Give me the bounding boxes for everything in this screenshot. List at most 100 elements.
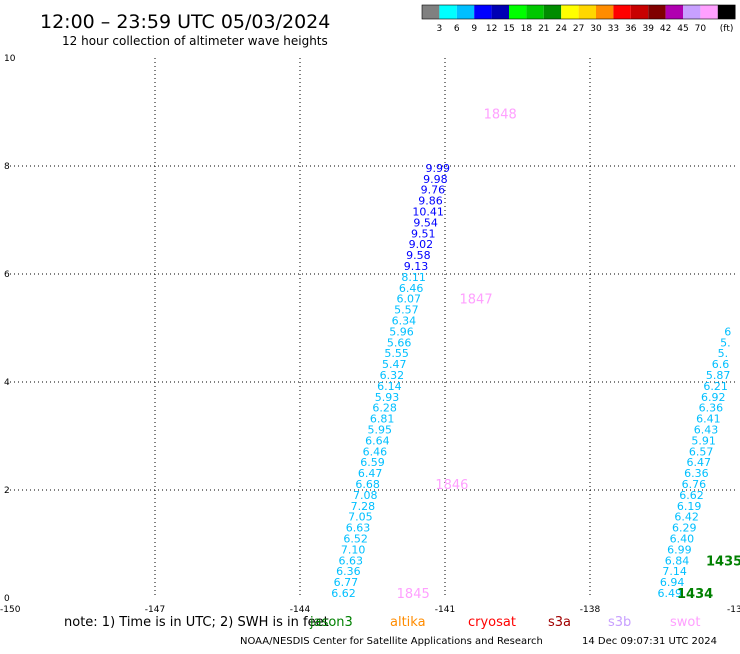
legend-swatch	[526, 5, 544, 19]
legend-frame	[421, 4, 736, 20]
legend-tick-label: 27	[573, 24, 584, 34]
axis-labels: -150 -147 -144 -141 -138 -135 0 2 4 6 8 10	[0, 54, 740, 615]
swh-value-label: 5.91	[691, 434, 716, 447]
y-tick-label: 4	[4, 378, 10, 388]
legend-tick-label: 70	[695, 24, 707, 34]
swh-value-label: 6.43	[694, 424, 719, 437]
legend-swatch	[474, 5, 492, 19]
swh-value-label: 6.52	[343, 533, 368, 546]
x-tick-label: -147	[145, 605, 165, 615]
swh-value-label: 6.28	[372, 402, 397, 415]
y-tick-label: 10	[4, 54, 16, 64]
swh-value-label: 8.11	[401, 271, 426, 284]
chart-title: 12:00 – 23:59 UTC 05/03/2024	[40, 11, 330, 33]
swh-value-label: 7.28	[351, 500, 376, 513]
swh-value-label: 5.47	[382, 358, 407, 371]
x-tick-label: -150	[0, 605, 21, 615]
swh-value-label: 6.07	[397, 293, 422, 306]
legend-swatch	[543, 5, 562, 19]
legend-swatch	[717, 5, 736, 19]
swh-value-label: 6.77	[334, 576, 359, 589]
pass-time-label: 1848	[484, 107, 517, 122]
footer-note: note: 1) Time is in UTC; 2) SWH is in fe…	[64, 615, 329, 630]
satellite-name-s3b: s3b	[608, 615, 631, 630]
y-tick-label: 0	[4, 594, 10, 604]
pass-time-label: 1846	[435, 478, 468, 493]
legend-swatch	[439, 5, 457, 19]
legend-swatch	[613, 5, 631, 19]
swh-value-label: 6.64	[365, 434, 390, 447]
legend-tick-label: 30	[590, 24, 602, 34]
legend-tick-label: 15	[503, 24, 514, 34]
legend-swatch	[665, 5, 683, 19]
swh-value-label: 5.93	[375, 391, 400, 404]
legend-swatch	[422, 5, 440, 19]
legend-tick-label: 3	[437, 24, 443, 34]
legend-swatch	[596, 5, 614, 19]
legend-swatch	[700, 5, 718, 19]
legend-swatch	[509, 5, 527, 19]
swh-value-label: 6.63	[339, 554, 364, 567]
swh-value-label: 6.62	[679, 489, 704, 502]
swh-value-label: 5.55	[384, 347, 409, 360]
swh-value-label: 6.6	[712, 358, 730, 371]
legend-tick-label: 21	[538, 24, 549, 34]
swh-value-label: 7.14	[662, 565, 687, 578]
satellite-name-swot: swot	[670, 615, 700, 630]
pass-time-label: 1845	[397, 587, 430, 602]
legend-swatch	[630, 5, 649, 19]
time-labels: 1845 1846 1847 1848 1434 1435	[397, 107, 740, 602]
legend-swatch	[578, 5, 596, 19]
swh-value-label: 9.86	[418, 195, 443, 208]
swh-value-label: 5.66	[387, 336, 412, 349]
swh-value-label: 6	[724, 325, 731, 338]
footer-credit: NOAA/NESDIS Center for Satellite Applica…	[240, 636, 543, 647]
legend-tick-label: 6	[454, 24, 460, 34]
legend-swatch	[561, 5, 579, 19]
color-legend: 3 6 9 12 15 18 21 24 27 30 33 36 39 42 45 70 (ft)	[421, 4, 736, 34]
legend-tick-label: 12	[486, 24, 497, 34]
swh-value-label: 6.47	[358, 467, 383, 480]
legend-tick-label: 39	[642, 24, 654, 34]
swh-value-label: 10.41	[412, 206, 444, 219]
x-tick-label: -135	[727, 605, 740, 615]
legend-tick-label: 42	[660, 24, 671, 34]
legend-swatch	[683, 5, 701, 19]
swh-value-label: 9.58	[406, 249, 431, 262]
swh-value-label: 6.14	[377, 380, 402, 393]
swh-value-label: 6.40	[670, 533, 695, 546]
swh-value-label: 6.46	[363, 445, 388, 458]
y-tick-label: 2	[4, 486, 10, 496]
footer-timestamp: 14 Dec 09:07:31 UTC 2024	[582, 636, 717, 647]
x-tick-label: -141	[435, 605, 455, 615]
swh-value-label: 6.76	[682, 478, 707, 491]
swh-value-label: 9.98	[423, 173, 448, 186]
swh-value-label: 6.81	[370, 413, 395, 426]
satellite-name-cryosat: cryosat	[468, 615, 516, 630]
swh-value-label: 6.19	[677, 500, 702, 513]
swh-value-label: 6.63	[346, 522, 371, 535]
swh-value-label: 6.36	[336, 565, 361, 578]
swh-value-label: 5.	[718, 347, 729, 360]
plot-grid	[10, 58, 735, 598]
swh-value-label: 9.51	[411, 227, 436, 240]
swh-value-label: 6.42	[674, 511, 699, 524]
swh-value-label: 9.76	[421, 184, 446, 197]
swh-value-label: 6.68	[355, 478, 380, 491]
swh-value-label: 9.54	[413, 216, 438, 229]
swh-value-label: 5.	[720, 336, 731, 349]
satellite-name-altika: altika	[390, 615, 426, 630]
legend-tick-label: 9	[471, 24, 477, 34]
swh-value-label: 6.41	[696, 413, 721, 426]
pass-time-label: 1435	[706, 554, 740, 569]
swh-value-label: 6.99	[667, 543, 692, 556]
legend-unit: (ft)	[720, 24, 734, 34]
swh-value-label: 9.99	[426, 162, 451, 175]
legend-swatch	[648, 5, 666, 19]
satellite-name-s3a: s3a	[548, 615, 571, 630]
swh-value-label: 6.36	[699, 402, 724, 415]
swh-value-label: 7.10	[341, 543, 366, 556]
swh-value-label: 6.29	[672, 522, 697, 535]
swh-value-label: 6.46	[399, 282, 424, 295]
